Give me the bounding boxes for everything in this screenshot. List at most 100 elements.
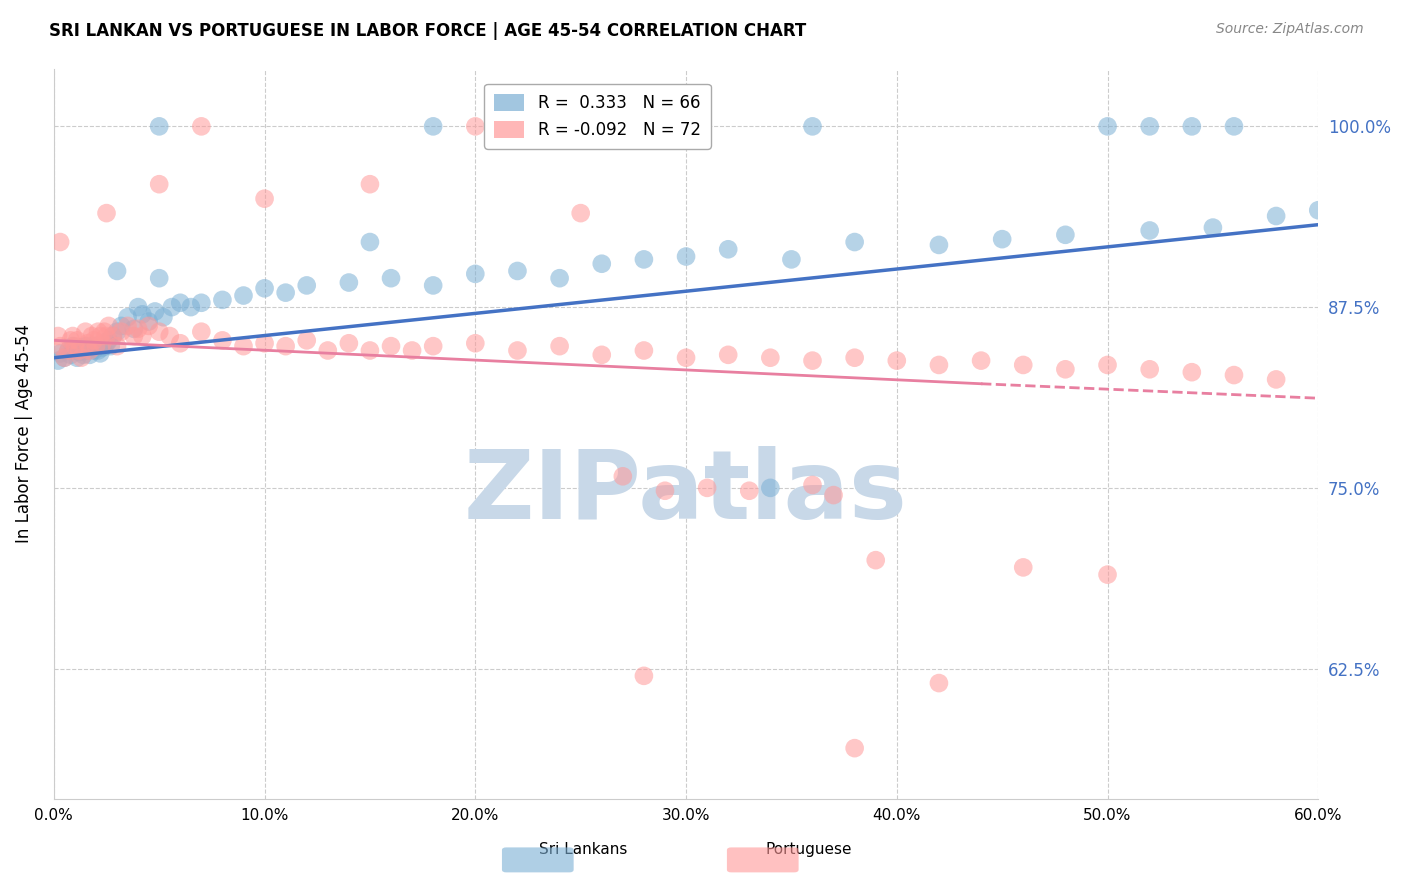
Point xyxy=(633,252,655,267)
Point xyxy=(67,343,90,358)
Y-axis label: In Labor Force | Age 45-54: In Labor Force | Age 45-54 xyxy=(15,324,32,543)
Point xyxy=(295,334,318,348)
Point xyxy=(633,343,655,358)
Point xyxy=(274,339,297,353)
Point xyxy=(1097,120,1119,134)
Point xyxy=(359,235,381,249)
Point xyxy=(101,329,124,343)
Point xyxy=(1181,365,1204,379)
Point xyxy=(110,325,132,339)
Point xyxy=(159,329,181,343)
Point xyxy=(148,178,170,192)
Point xyxy=(160,300,183,314)
Point xyxy=(62,329,84,343)
Point xyxy=(1139,120,1161,134)
Point xyxy=(1097,358,1119,372)
Point xyxy=(96,329,118,343)
Point xyxy=(58,343,80,358)
Point xyxy=(1139,223,1161,237)
Point xyxy=(148,325,170,339)
Point xyxy=(1139,362,1161,376)
Point xyxy=(93,339,115,353)
Text: Source: ZipAtlas.com: Source: ZipAtlas.com xyxy=(1216,22,1364,37)
Point xyxy=(84,339,107,353)
Point xyxy=(122,329,145,343)
Text: Portuguese: Portuguese xyxy=(765,842,852,856)
Point xyxy=(105,339,128,353)
Point xyxy=(633,669,655,683)
Point xyxy=(1054,362,1077,376)
Point xyxy=(110,318,132,333)
Point xyxy=(738,483,761,498)
Point xyxy=(59,348,82,362)
Point xyxy=(1012,358,1035,372)
Point xyxy=(612,469,634,483)
Point xyxy=(696,481,718,495)
Point xyxy=(506,120,529,134)
Point xyxy=(1181,120,1204,134)
Point xyxy=(380,271,402,285)
Point xyxy=(89,346,111,360)
Point xyxy=(76,343,98,358)
Point xyxy=(97,318,120,333)
Point xyxy=(67,345,90,359)
Point xyxy=(117,310,139,325)
Point xyxy=(75,339,97,353)
Point xyxy=(548,271,571,285)
Point xyxy=(675,351,697,365)
Point xyxy=(93,325,115,339)
Point xyxy=(253,192,276,206)
Point xyxy=(63,339,86,353)
Point xyxy=(380,339,402,353)
Point xyxy=(1097,567,1119,582)
Point xyxy=(844,741,866,756)
Point xyxy=(138,318,160,333)
Point xyxy=(865,553,887,567)
Point xyxy=(253,336,276,351)
Point xyxy=(359,178,381,192)
Point xyxy=(464,120,486,134)
Point xyxy=(117,318,139,333)
Point xyxy=(91,341,114,355)
Point xyxy=(316,343,339,358)
Point xyxy=(591,348,613,362)
Point xyxy=(759,481,782,495)
Point xyxy=(105,264,128,278)
Point xyxy=(675,250,697,264)
Point xyxy=(89,329,111,343)
Point xyxy=(190,120,212,134)
Point xyxy=(991,232,1014,246)
Point xyxy=(91,336,114,351)
Point xyxy=(83,343,105,358)
Point xyxy=(654,483,676,498)
Point xyxy=(84,339,107,353)
Point xyxy=(49,346,72,360)
Point xyxy=(253,281,276,295)
Point xyxy=(844,351,866,365)
Point xyxy=(1054,227,1077,242)
Point xyxy=(844,235,866,249)
Point xyxy=(190,325,212,339)
Point xyxy=(66,351,89,365)
Point xyxy=(72,348,94,362)
Point xyxy=(1223,368,1246,382)
Point xyxy=(295,278,318,293)
Point xyxy=(506,264,529,278)
Point xyxy=(169,295,191,310)
Point xyxy=(928,238,950,252)
Point xyxy=(169,336,191,351)
Point xyxy=(886,353,908,368)
Point xyxy=(79,343,101,358)
Text: ZIPatlas: ZIPatlas xyxy=(464,446,908,539)
Point xyxy=(87,343,110,358)
Point xyxy=(337,276,360,290)
Point xyxy=(148,120,170,134)
Point xyxy=(422,120,444,134)
Point xyxy=(63,343,86,358)
Point xyxy=(143,304,166,318)
Point xyxy=(569,206,592,220)
Point xyxy=(46,353,69,368)
Point xyxy=(96,206,118,220)
Point xyxy=(780,252,803,267)
Point xyxy=(633,120,655,134)
